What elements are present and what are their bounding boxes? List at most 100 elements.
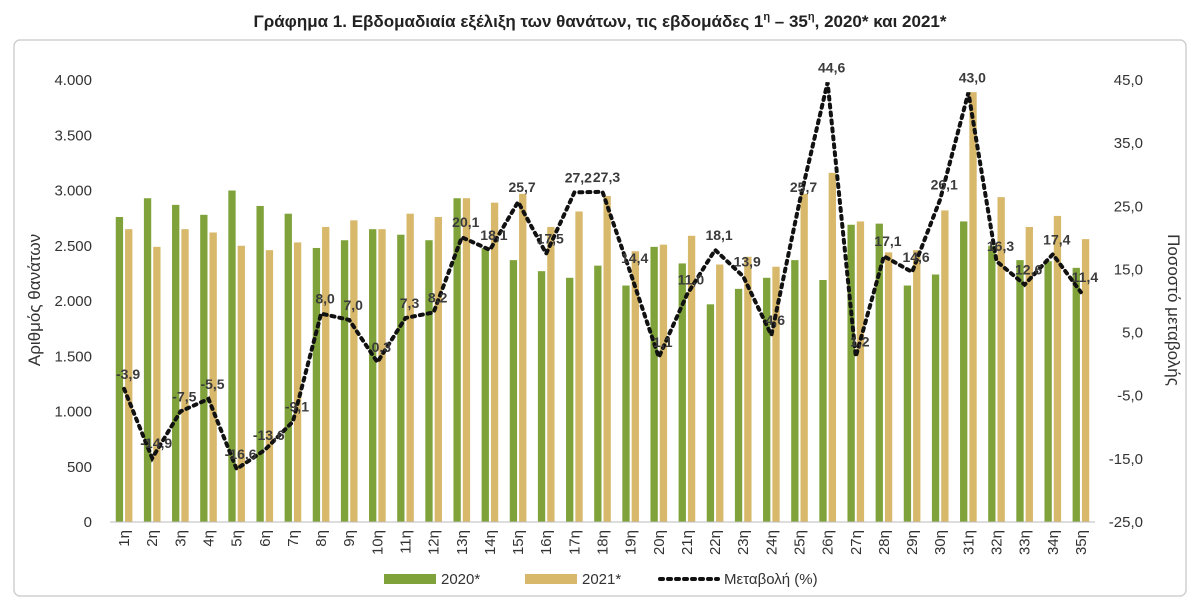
data-label-change: 20,1	[452, 214, 479, 230]
bar-2020	[453, 198, 461, 523]
bar-2020	[1044, 261, 1052, 522]
x-tick-label: 34η	[1045, 530, 1062, 555]
bar-2020	[200, 214, 208, 522]
y-tick-label: 1.500	[54, 348, 92, 365]
legend-swatch-2021	[525, 574, 577, 584]
data-label-change: 0,3	[372, 339, 392, 355]
bar-2021	[913, 250, 921, 523]
data-labels: -3,9 -14,9 -7,5-5,5 -16,6 -13,6-9,1 8,0 7,0 0,3…	[116, 60, 1098, 462]
y2-tick-label: -5,0	[1117, 388, 1143, 405]
data-label-change: -3,9	[116, 366, 140, 382]
bar-2020	[425, 240, 433, 522]
bar-2020	[960, 221, 968, 522]
x-tick-label: 35η	[1073, 530, 1090, 555]
y2-tick-label: 25,0	[1114, 198, 1143, 215]
chart-frame	[13, 39, 1187, 597]
y2-tick-label: 35,0	[1114, 135, 1143, 152]
x-tick-label: 11η	[398, 530, 415, 554]
x-tick-label: 8η	[313, 530, 330, 547]
data-label-change: 7,3	[400, 295, 420, 311]
bar-2020	[115, 217, 124, 522]
y2-axis-title: Ποσοστό μεταβολής	[1164, 234, 1183, 386]
y-tick-label: 0	[84, 514, 92, 531]
bar-2020	[594, 265, 602, 522]
bar-2021	[659, 244, 668, 522]
bar-2021	[378, 229, 386, 523]
data-label-change: -7,5	[172, 389, 196, 405]
data-label-change: -9,1	[285, 399, 309, 415]
bar-2021	[322, 226, 330, 522]
bar-2020	[566, 277, 574, 522]
data-label-change: 26,1	[931, 176, 958, 192]
y-tick-label: 2.000	[54, 293, 92, 310]
bar-2021	[490, 202, 499, 522]
x-tick-label: 32η	[989, 530, 1006, 555]
bar-2021	[265, 250, 274, 523]
bar-2020	[819, 280, 827, 522]
data-label-change: 18,1	[705, 227, 732, 243]
title-part-1: Γράφημα 1. Εβδομαδιαία εξέλιξη των θανάτ…	[254, 12, 764, 31]
x-tick-label: 31η	[960, 530, 977, 555]
bar-2021	[800, 193, 808, 522]
bar-2021	[462, 198, 471, 523]
bar-2021	[744, 256, 752, 522]
bar-2020	[312, 247, 321, 522]
legend-label-change: Μεταβολή (%)	[724, 571, 818, 588]
bar-2020	[228, 190, 236, 522]
y-tick-label: 4.000	[54, 72, 92, 89]
data-label-change: -5,5	[200, 376, 224, 392]
data-label-change: 16,3	[987, 238, 1014, 254]
bar-2021	[406, 213, 414, 522]
bar-2020	[537, 271, 546, 522]
y2-tick-label: -15,0	[1109, 451, 1143, 468]
bar-2020	[791, 260, 799, 522]
bar-2020	[143, 198, 152, 523]
data-label-change: 4,6	[766, 312, 786, 328]
bar-2020	[931, 274, 940, 522]
bar-2021	[125, 229, 133, 523]
y-tick-label: 500	[67, 459, 92, 476]
y-axis-title: Αριθμός θανάτων	[25, 234, 44, 366]
x-tick-label: 6η	[257, 530, 274, 547]
x-tick-label: 30η	[932, 530, 949, 555]
x-tick-label: 14η	[482, 530, 499, 555]
bar-2020	[397, 234, 405, 522]
legend-label-2021: 2021*	[582, 571, 621, 588]
bar-2020	[678, 263, 686, 522]
x-tick-label: 26η	[820, 530, 837, 555]
bar-2021	[716, 264, 724, 522]
x-tick-label: 24η	[763, 530, 780, 555]
legend: 2020* 2021* Μεταβολή (%)	[384, 571, 818, 588]
legend-swatch-2020	[384, 574, 436, 584]
series-line-change	[122, 82, 1083, 473]
bar-2021	[1053, 215, 1062, 523]
x-axis: 1η 2η 3η 4η 5η 6η 7η 8η 9η 10η 11η 12η 13η 14η 15η 16η 1…	[116, 530, 1090, 555]
data-label-change: 14,6	[902, 249, 929, 265]
data-label-change: 18,1	[480, 227, 507, 243]
bar-2020	[622, 285, 630, 522]
bar-2020	[172, 204, 180, 523]
x-tick-label: 1η	[116, 530, 133, 547]
x-tick-label: 18η	[595, 530, 612, 555]
x-tick-label: 3η	[172, 530, 189, 547]
legend-label-2020: 2020*	[441, 571, 480, 588]
bar-2021	[997, 197, 1005, 522]
data-label-change: 25,7	[790, 179, 817, 195]
x-tick-label: 17η	[566, 530, 583, 555]
bar-2021	[687, 235, 696, 522]
bar-2021	[434, 217, 442, 522]
x-tick-label: 10η	[369, 530, 386, 555]
bar-2020	[369, 229, 377, 523]
bar-2020	[1072, 267, 1080, 522]
y-tick-label: 1.000	[54, 404, 92, 421]
bar-2020	[1016, 260, 1024, 522]
bar-2021	[350, 220, 358, 522]
bar-2021	[209, 232, 217, 523]
bar-2020	[847, 224, 855, 522]
data-label-change: 14,4	[621, 250, 648, 266]
y2-tick-label: 5,0	[1122, 325, 1143, 342]
y2-tick-label: 45,0	[1114, 72, 1143, 89]
y-tick-label: 3.500	[54, 127, 92, 144]
data-label-change: 44,6	[818, 60, 845, 76]
bar-2020	[481, 247, 489, 522]
